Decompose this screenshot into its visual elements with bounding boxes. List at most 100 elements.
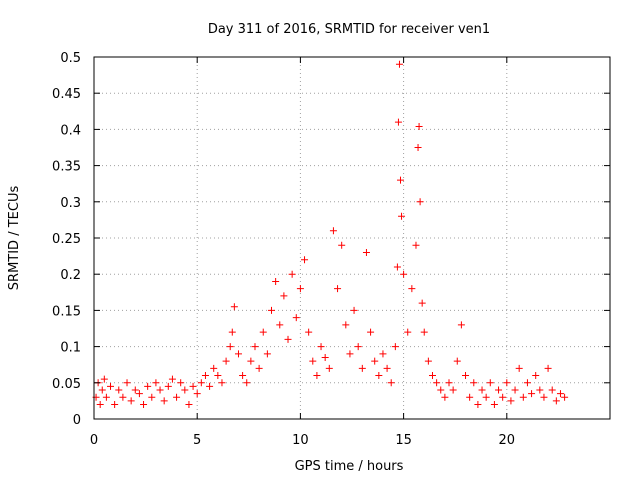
data-point xyxy=(367,328,375,336)
y-tick-labels: 0 0.05 0.1 0.15 0.2 0.25 0.3 0.35 0.4 0.45 0.5 xyxy=(52,51,81,428)
data-point xyxy=(119,393,127,401)
data-point xyxy=(185,401,193,409)
data-point xyxy=(309,357,317,365)
data-point xyxy=(325,364,333,372)
data-point xyxy=(288,270,296,278)
data-point xyxy=(552,397,560,405)
data-point xyxy=(329,227,337,235)
data-point xyxy=(107,382,115,390)
data-point xyxy=(394,118,402,126)
data-point xyxy=(391,343,399,351)
data-point xyxy=(350,306,358,314)
data-point xyxy=(495,386,503,394)
data-point xyxy=(556,390,564,398)
y-tick-label: 0.15 xyxy=(52,304,81,319)
data-point xyxy=(239,372,247,380)
data-point xyxy=(371,357,379,365)
data-point xyxy=(507,397,515,405)
data-point xyxy=(301,256,309,264)
data-point xyxy=(499,393,507,401)
data-point xyxy=(284,335,292,343)
data-point xyxy=(272,277,280,285)
data-point xyxy=(523,379,531,387)
data-point xyxy=(418,299,426,307)
data-point xyxy=(414,144,422,151)
y-tick-label: 0.5 xyxy=(60,51,81,66)
x-tick-labels: 0 5 10 15 20 xyxy=(90,433,515,448)
y-tick-label: 0.05 xyxy=(52,377,81,392)
data-point xyxy=(462,372,470,380)
data-point xyxy=(354,343,362,351)
data-point xyxy=(532,372,540,380)
y-tick-label: 0.1 xyxy=(60,341,81,356)
data-point xyxy=(490,401,498,409)
data-point xyxy=(317,343,325,351)
x-tick-label: 15 xyxy=(395,433,412,448)
data-point xyxy=(445,379,453,387)
grid-lines xyxy=(94,57,610,419)
data-point xyxy=(334,285,342,293)
data-point xyxy=(433,379,441,387)
y-tick-label: 0.3 xyxy=(60,196,81,211)
data-point xyxy=(397,176,405,184)
data-point xyxy=(181,386,189,394)
data-point xyxy=(247,357,255,365)
y-axis-label: SRMTID / TECUs xyxy=(7,186,22,291)
data-point xyxy=(156,386,164,394)
data-point xyxy=(486,379,494,387)
data-point xyxy=(313,372,321,380)
data-point xyxy=(342,321,350,329)
data-point xyxy=(268,306,276,314)
data-point xyxy=(96,401,104,409)
data-point xyxy=(152,379,160,387)
data-point xyxy=(102,393,110,401)
data-point xyxy=(379,350,387,358)
data-point xyxy=(519,393,527,401)
data-point xyxy=(474,401,482,409)
data-point xyxy=(296,285,304,293)
x-tick-label: 10 xyxy=(292,433,309,448)
data-points xyxy=(92,60,569,409)
data-point xyxy=(193,390,201,398)
data-point xyxy=(144,382,152,390)
data-point xyxy=(251,343,259,351)
y-tick-label: 0 xyxy=(73,413,81,428)
data-point xyxy=(393,263,401,271)
data-point xyxy=(383,364,391,372)
data-point xyxy=(255,364,263,372)
x-axis-label: GPS time / hours xyxy=(295,459,404,474)
data-point xyxy=(346,350,354,358)
axis-ticks xyxy=(93,56,610,420)
y-tick-label: 0.4 xyxy=(60,123,81,138)
data-point xyxy=(395,60,403,68)
data-point xyxy=(338,241,346,249)
x-tick-label: 0 xyxy=(90,433,98,448)
data-point xyxy=(466,393,474,401)
data-point xyxy=(321,353,329,361)
data-point xyxy=(259,328,267,336)
data-point xyxy=(148,393,156,401)
data-point xyxy=(280,292,288,300)
data-point xyxy=(222,357,230,365)
data-point xyxy=(544,364,552,372)
data-point xyxy=(164,382,172,390)
data-point xyxy=(305,328,313,336)
data-point xyxy=(206,382,214,390)
data-point xyxy=(482,393,490,401)
data-point xyxy=(375,372,383,380)
data-point xyxy=(234,350,242,358)
data-point xyxy=(415,123,423,131)
data-point xyxy=(111,401,119,409)
data-point xyxy=(398,212,406,220)
data-point xyxy=(173,393,181,401)
data-point xyxy=(408,285,416,293)
data-point xyxy=(420,328,428,336)
data-point xyxy=(100,375,108,383)
data-point xyxy=(127,397,135,405)
data-point xyxy=(228,328,236,336)
data-point xyxy=(140,401,148,409)
data-point xyxy=(115,386,123,394)
data-point xyxy=(201,372,209,380)
data-point xyxy=(135,390,143,398)
